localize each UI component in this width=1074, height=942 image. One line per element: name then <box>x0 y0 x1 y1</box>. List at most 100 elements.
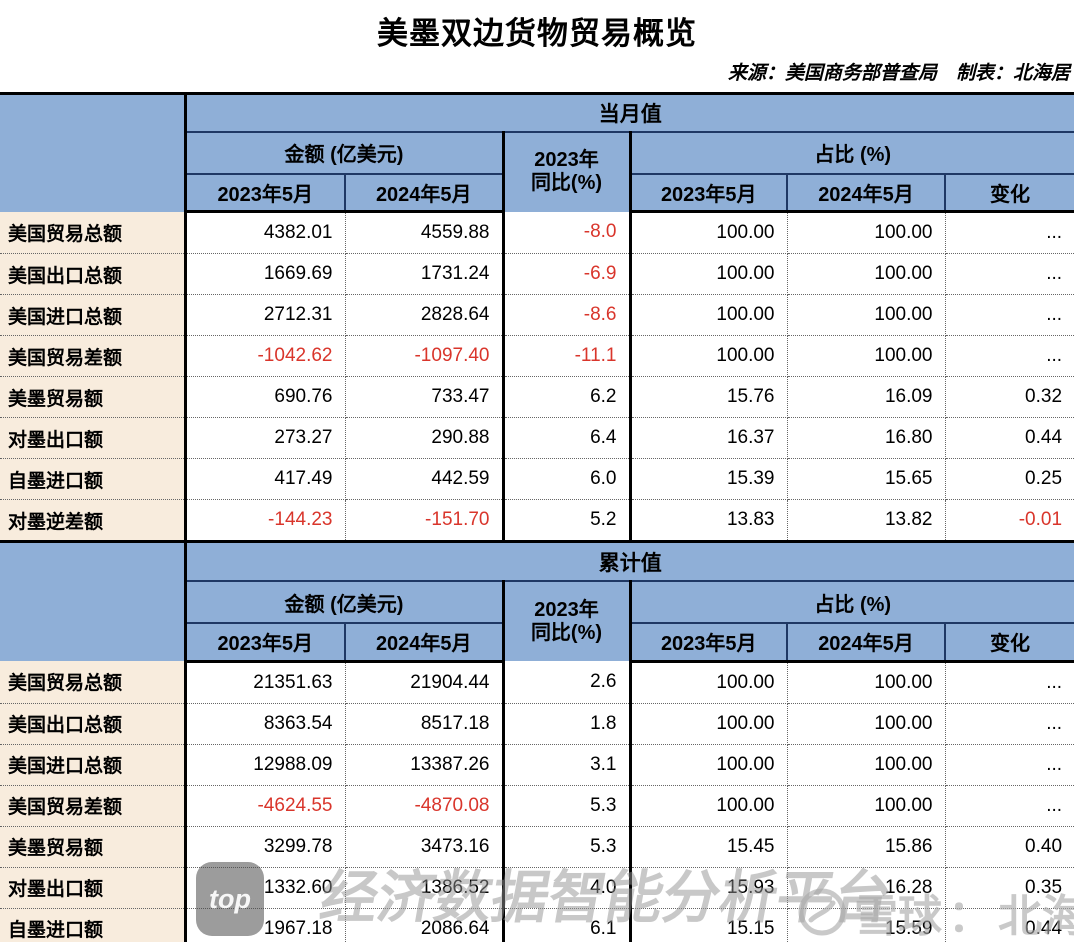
table-row: 美墨贸易额 3299.78 3473.16 5.3 15.45 15.86 0.40 <box>0 826 1074 868</box>
cell-value: 733.47 <box>345 376 505 418</box>
cell-value: 2086.64 <box>345 908 505 942</box>
cell-value: 1332.60 <box>185 867 346 909</box>
table-header: 当月值 金额 (亿美元) 2023年 同比(%) 占比 (%) 2023年5月 … <box>0 93 1074 213</box>
row-label: 对墨出口额 <box>0 417 187 459</box>
cumulative-values-table: 累计值 金额 (亿美元) 2023年 同比(%) 占比 (%) 2023年5月 … <box>0 543 1074 942</box>
cell-value: 13387.26 <box>345 744 505 786</box>
cell-value: 16.28 <box>787 867 946 909</box>
table-row: 自墨进口额 1967.18 2086.64 6.1 15.15 15.59 0.44 <box>0 908 1074 942</box>
cell-value: ... <box>945 211 1074 254</box>
cell-value: 15.86 <box>787 826 946 868</box>
cell-value: 3299.78 <box>185 826 346 868</box>
cell-value: 100.00 <box>787 211 946 254</box>
cell-value: -144.23 <box>185 499 346 542</box>
cell-value: 8363.54 <box>185 703 346 745</box>
column-header-amount-2024: 2024年5月 <box>345 623 505 663</box>
cell-value: -8.0 <box>503 211 632 254</box>
cell-value: 6.1 <box>503 908 632 942</box>
table-body: 美国贸易总额 21351.63 21904.44 2.6 100.00 100.00...… <box>0 661 1074 942</box>
cell-value: 100.00 <box>630 335 788 377</box>
row-label: 自墨进口额 <box>0 908 187 942</box>
table-row: 美国出口总额 8363.54 8517.18 1.8 100.00 100.00... <box>0 703 1074 745</box>
cell-value: 273.27 <box>185 417 346 459</box>
cell-value: 15.15 <box>630 908 788 942</box>
cell-value: 100.00 <box>787 744 946 786</box>
cell-value: 5.2 <box>503 499 632 542</box>
cell-value: 100.00 <box>630 253 788 295</box>
title-block: 美墨双边货物贸易概览 来源：美国商务部普查局 制表：北海居 <box>0 0 1074 92</box>
cell-value: 0.32 <box>945 376 1074 418</box>
cell-value: ... <box>945 744 1074 786</box>
cell-value: -1042.62 <box>185 335 346 377</box>
cell-value: 100.00 <box>787 253 946 295</box>
section-header: 累计值 <box>185 543 1074 582</box>
cell-value: 0.25 <box>945 458 1074 500</box>
cell-value: 6.4 <box>503 417 632 459</box>
cell-value: 6.2 <box>503 376 632 418</box>
cell-value: 6.0 <box>503 458 632 500</box>
cell-value: -11.1 <box>503 335 632 377</box>
cell-value: 100.00 <box>630 211 788 254</box>
corner-cell <box>0 93 187 212</box>
row-label: 美国出口总额 <box>0 253 187 295</box>
column-header-change: 变化 <box>945 173 1074 213</box>
cell-value: 100.00 <box>787 661 946 704</box>
column-header-amount-2023: 2023年5月 <box>185 173 346 213</box>
source-note: 来源：美国商务部普查局 制表：北海居 <box>727 63 1070 84</box>
table-row: 美国贸易总额 4382.01 4559.88 -8.0 100.00 100.00... <box>0 211 1074 254</box>
share-group-header: 占比 (%) <box>630 581 1074 624</box>
table-body: 美国贸易总额 4382.01 4559.88 -8.0 100.00 100.00... 美… <box>0 211 1074 542</box>
row-label: 美国进口总额 <box>0 294 187 336</box>
cell-value: 100.00 <box>787 335 946 377</box>
cell-value: 3473.16 <box>345 826 505 868</box>
table-row: 对墨出口额 273.27 290.88 6.4 16.37 16.80 0.44 <box>0 417 1074 459</box>
monthly-values-table: 当月值 金额 (亿美元) 2023年 同比(%) 占比 (%) 2023年5月 … <box>0 92 1074 543</box>
cell-value: 100.00 <box>630 294 788 336</box>
cell-value: 15.65 <box>787 458 946 500</box>
cell-value: 13.83 <box>630 499 788 542</box>
table-row: 美国进口总额 12988.09 13387.26 3.1 100.00 100.00... <box>0 744 1074 786</box>
cell-value: 0.44 <box>945 417 1074 459</box>
row-label: 美国贸易总额 <box>0 211 187 254</box>
column-header-share-2023: 2023年5月 <box>630 623 788 663</box>
column-header-share-2024: 2024年5月 <box>787 623 946 663</box>
cell-value: -0.01 <box>945 499 1074 542</box>
cell-value: 21351.63 <box>185 661 346 704</box>
cell-value: 100.00 <box>630 785 788 827</box>
yoy-header: 2023年 同比(%) <box>503 581 632 661</box>
cell-value: 0.40 <box>945 826 1074 868</box>
table-row: 对墨逆差额 -144.23 -151.70 5.2 13.83 13.82 -0.01 <box>0 499 1074 542</box>
cell-value: 8517.18 <box>345 703 505 745</box>
row-label: 自墨进口额 <box>0 458 187 500</box>
table-row: 对墨出口额 1332.60 1386.52 4.0 15.93 16.28 0.35 <box>0 867 1074 909</box>
cell-value: 3.1 <box>503 744 632 786</box>
cell-value: ... <box>945 253 1074 295</box>
cell-value: 16.37 <box>630 417 788 459</box>
column-header-share-2024: 2024年5月 <box>787 173 946 213</box>
cell-value: 16.80 <box>787 417 946 459</box>
table-row: 美国贸易差额 -1042.62 -1097.40 -11.1 100.00 100.00.… <box>0 335 1074 377</box>
share-group-header: 占比 (%) <box>630 131 1074 175</box>
row-label: 对墨逆差额 <box>0 499 187 542</box>
cell-value: 442.59 <box>345 458 505 500</box>
table-row: 美国进口总额 2712.31 2828.64 -8.6 100.00 100.00... <box>0 294 1074 336</box>
cell-value: 690.76 <box>185 376 346 418</box>
column-header-change: 变化 <box>945 623 1074 663</box>
row-label: 美国贸易总额 <box>0 661 187 704</box>
section-header: 当月值 <box>185 93 1074 133</box>
cell-value: 15.76 <box>630 376 788 418</box>
row-label: 美国出口总额 <box>0 703 187 745</box>
cell-value: 4.0 <box>503 867 632 909</box>
page-title: 美墨双边货物贸易概览 <box>377 16 697 51</box>
cell-value: 4559.88 <box>345 211 505 254</box>
cell-value: 5.3 <box>503 785 632 827</box>
cell-value: 13.82 <box>787 499 946 542</box>
cell-value: 4382.01 <box>185 211 346 254</box>
cell-value: ... <box>945 335 1074 377</box>
cell-value: 100.00 <box>630 661 788 704</box>
row-label: 美墨贸易额 <box>0 376 187 418</box>
row-label: 美国进口总额 <box>0 744 187 786</box>
cell-value: 2828.64 <box>345 294 505 336</box>
yoy-header-line2: 同比(%) <box>530 172 603 194</box>
